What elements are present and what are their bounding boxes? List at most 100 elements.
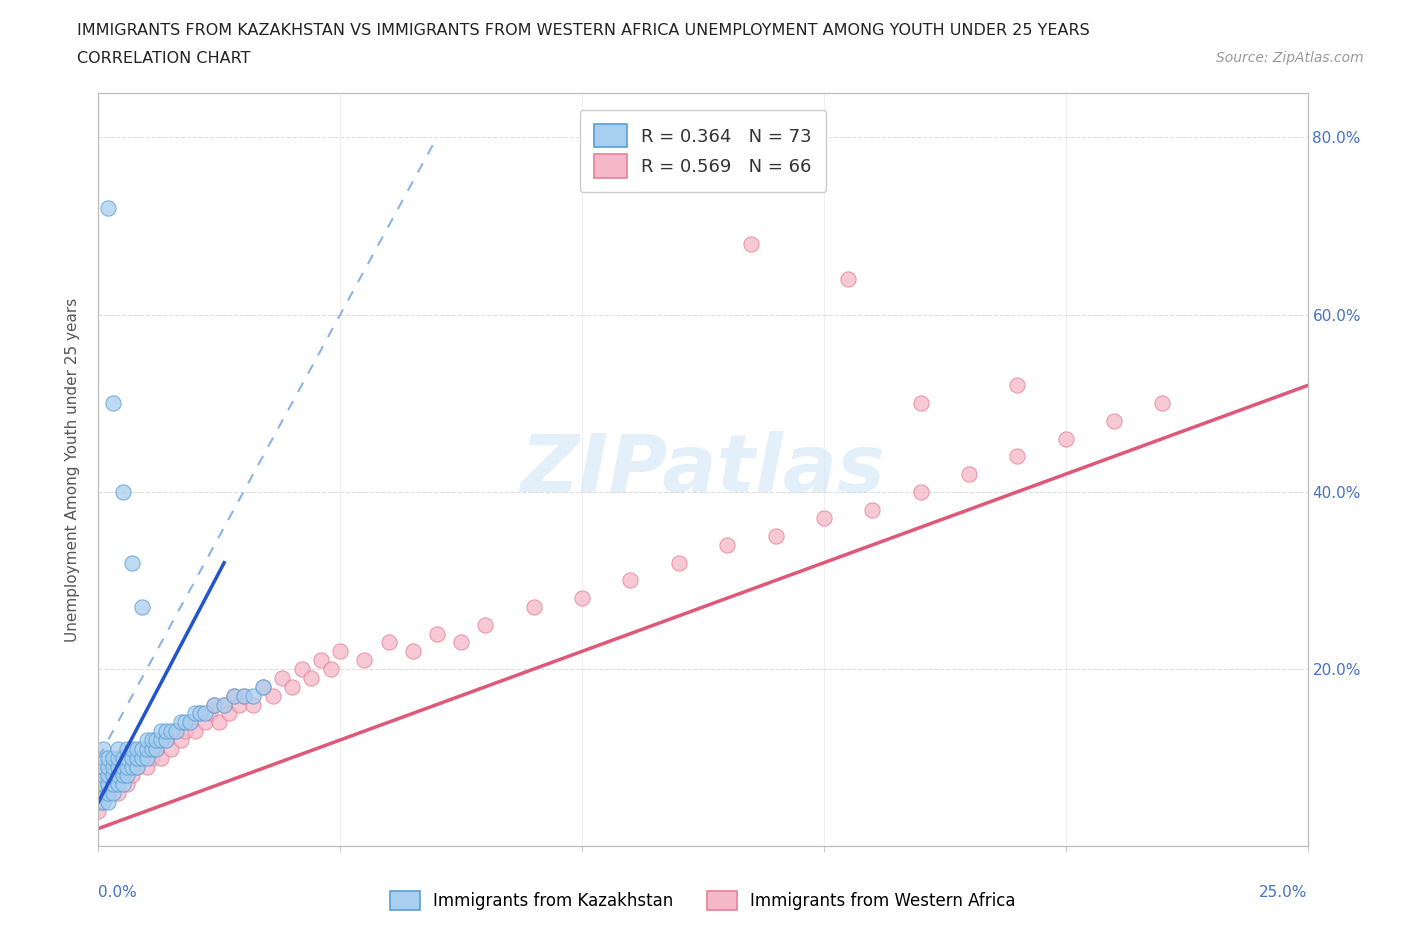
Point: [174, 715, 197, 730]
Point: [127, 741, 149, 756]
Point: [121, 555, 143, 570]
Point: [450, 635, 472, 650]
Point: [121, 741, 143, 756]
Point: [111, 768, 134, 783]
Point: [165, 724, 187, 738]
Point: [117, 759, 139, 774]
Point: [319, 661, 342, 676]
Point: [117, 741, 139, 756]
Point: [212, 698, 235, 712]
Point: [160, 741, 183, 756]
Point: [117, 768, 139, 783]
Point: [141, 751, 163, 765]
Point: [208, 715, 231, 730]
Text: ZIPatlas: ZIPatlas: [520, 431, 886, 509]
Point: [101, 396, 124, 411]
Point: [141, 733, 163, 748]
Point: [87, 794, 110, 809]
Point: [194, 706, 217, 721]
Point: [155, 733, 177, 748]
Text: CORRELATION CHART: CORRELATION CHART: [77, 51, 250, 66]
Point: [353, 653, 375, 668]
Point: [101, 777, 124, 791]
Point: [242, 698, 264, 712]
Point: [184, 724, 207, 738]
Point: [135, 759, 157, 774]
Point: [1054, 432, 1077, 446]
Point: [1007, 378, 1029, 392]
Point: [169, 733, 191, 748]
Point: [165, 724, 187, 738]
Point: [107, 768, 129, 783]
Point: [232, 688, 254, 703]
Legend: R = 0.364   N = 73, R = 0.569   N = 66: R = 0.364 N = 73, R = 0.569 N = 66: [579, 110, 827, 193]
Point: [426, 626, 449, 641]
Point: [571, 591, 593, 605]
Point: [150, 751, 173, 765]
Point: [813, 511, 835, 525]
Point: [1007, 449, 1029, 464]
Point: [222, 688, 245, 703]
Point: [169, 715, 191, 730]
Point: [204, 698, 226, 712]
Point: [523, 600, 546, 615]
Point: [837, 272, 859, 286]
Point: [271, 671, 294, 685]
Point: [198, 706, 221, 721]
Point: [91, 759, 114, 774]
Point: [111, 759, 134, 774]
Point: [97, 794, 120, 809]
Point: [107, 741, 129, 756]
Point: [97, 786, 120, 801]
Point: [107, 751, 129, 765]
Point: [765, 528, 787, 543]
Point: [101, 786, 124, 801]
Point: [188, 706, 211, 721]
Point: [101, 768, 124, 783]
Point: [135, 751, 157, 765]
Point: [97, 201, 120, 216]
Point: [91, 786, 114, 801]
Point: [91, 741, 114, 756]
Point: [107, 786, 129, 801]
Point: [145, 741, 167, 756]
Point: [474, 618, 496, 632]
Point: [668, 555, 690, 570]
Point: [117, 759, 139, 774]
Point: [91, 794, 114, 809]
Point: [111, 777, 134, 791]
Point: [252, 679, 274, 694]
Point: [1102, 414, 1125, 429]
Point: [121, 768, 143, 783]
Point: [87, 768, 110, 783]
Point: [97, 751, 120, 765]
Point: [135, 733, 157, 748]
Point: [131, 600, 153, 615]
Point: [204, 698, 226, 712]
Point: [91, 768, 114, 783]
Point: [121, 759, 143, 774]
Point: [212, 698, 235, 712]
Point: [716, 538, 738, 552]
Point: [957, 467, 980, 482]
Text: 0.0%: 0.0%: [98, 885, 138, 900]
Point: [179, 715, 201, 730]
Point: [97, 777, 120, 791]
Point: [145, 741, 167, 756]
Point: [141, 741, 163, 756]
Point: [101, 751, 124, 765]
Point: [91, 777, 114, 791]
Point: [97, 768, 120, 783]
Point: [1152, 396, 1174, 411]
Point: [184, 706, 207, 721]
Point: [87, 777, 110, 791]
Point: [135, 741, 157, 756]
Point: [232, 688, 254, 703]
Point: [228, 698, 250, 712]
Point: [127, 759, 149, 774]
Point: [242, 688, 264, 703]
Point: [131, 751, 153, 765]
Point: [402, 644, 425, 658]
Point: [740, 236, 762, 251]
Point: [910, 485, 932, 499]
